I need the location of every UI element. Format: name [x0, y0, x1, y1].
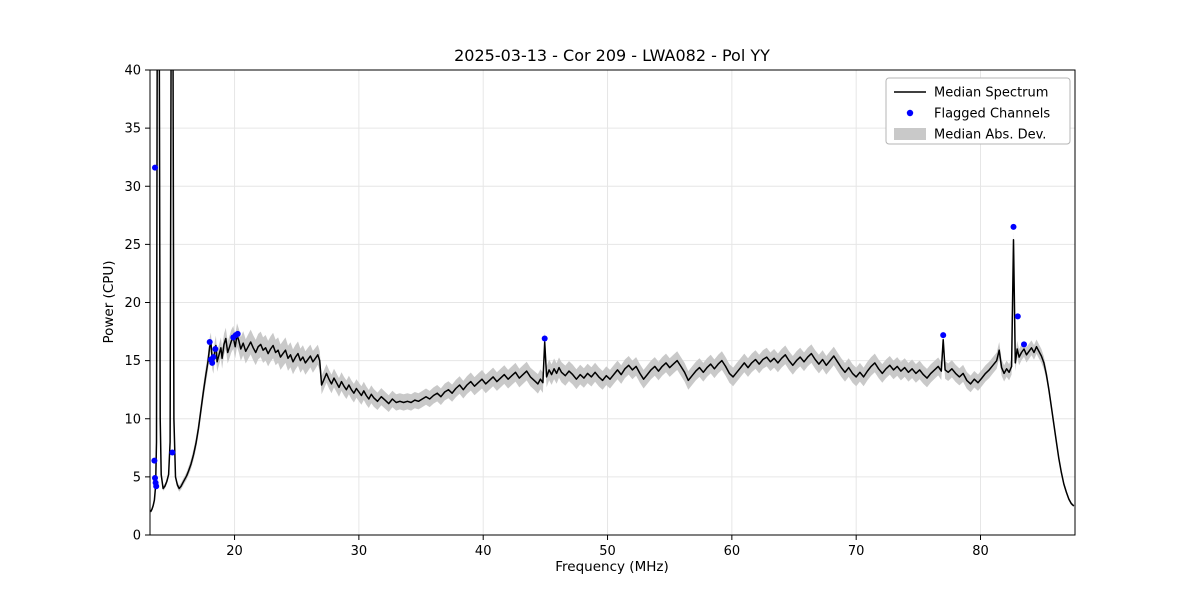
- legend-label-1: Flagged Channels: [934, 107, 1050, 122]
- flagged-channel-marker: [1021, 341, 1027, 348]
- x-tick-label: 70: [848, 544, 865, 559]
- flagged-channel-marker: [209, 359, 216, 366]
- x-ticks: 20 30 40 50 60 70 80: [226, 535, 989, 559]
- legend-label-0: Median Spectrum: [934, 86, 1048, 101]
- x-tick-label: 80: [972, 544, 989, 559]
- y-tick-label: 25: [124, 238, 141, 253]
- flagged-channels: [151, 164, 1027, 490]
- legend-box: [885, 77, 1071, 145]
- flagged-channel-marker: [234, 330, 241, 337]
- flagged-channel-marker: [206, 339, 213, 345]
- y-tick-label: 15: [124, 354, 141, 369]
- y-tick-label: 40: [124, 64, 141, 79]
- flagged-channel-marker: [1014, 313, 1021, 320]
- flagged-channel-marker: [541, 335, 548, 342]
- y-tick-label: 0: [133, 529, 141, 544]
- flagged-channel-marker: [210, 354, 217, 361]
- legend-marker-sample: [906, 109, 914, 117]
- legend-patch-sample: [894, 128, 926, 140]
- x-tick-label: 40: [475, 544, 492, 559]
- x-tick-label: 50: [599, 544, 616, 559]
- flagged-channel-marker: [940, 332, 947, 339]
- x-tick-label: 60: [724, 544, 741, 559]
- y-ticks: 0 5 10 15 20 25 30 35 40: [124, 64, 150, 544]
- flagged-channel-marker: [152, 475, 158, 481]
- x-tick-label: 30: [351, 544, 368, 559]
- mad-band: [150, 70, 1074, 514]
- y-axis-label: Power (CPU): [101, 260, 117, 343]
- y-tick-label: 35: [124, 122, 141, 137]
- flagged-channel-marker: [151, 457, 158, 464]
- flagged-channel-marker: [1010, 223, 1017, 230]
- median-spectrum-line: [150, 70, 1075, 513]
- y-tick-label: 5: [133, 470, 141, 485]
- legend-label-2: Median Abs. Dev.: [934, 128, 1046, 143]
- flagged-channel-marker: [212, 346, 219, 352]
- x-axis-label: Frequency (MHz): [555, 559, 668, 575]
- y-tick-label: 20: [124, 296, 141, 311]
- flagged-channel-marker: [152, 164, 158, 171]
- y-tick-label: 30: [124, 180, 141, 195]
- flagged-channel-marker: [169, 449, 176, 456]
- chart-title: 2025-03-13 - Cor 209 - LWA082 - Pol YY: [454, 46, 770, 65]
- x-tick-label: 20: [226, 544, 243, 559]
- legend: Median Spectrum Flagged Channels Median Ab…: [885, 77, 1071, 145]
- flagged-channel-marker: [153, 483, 160, 490]
- y-tick-label: 10: [124, 412, 141, 427]
